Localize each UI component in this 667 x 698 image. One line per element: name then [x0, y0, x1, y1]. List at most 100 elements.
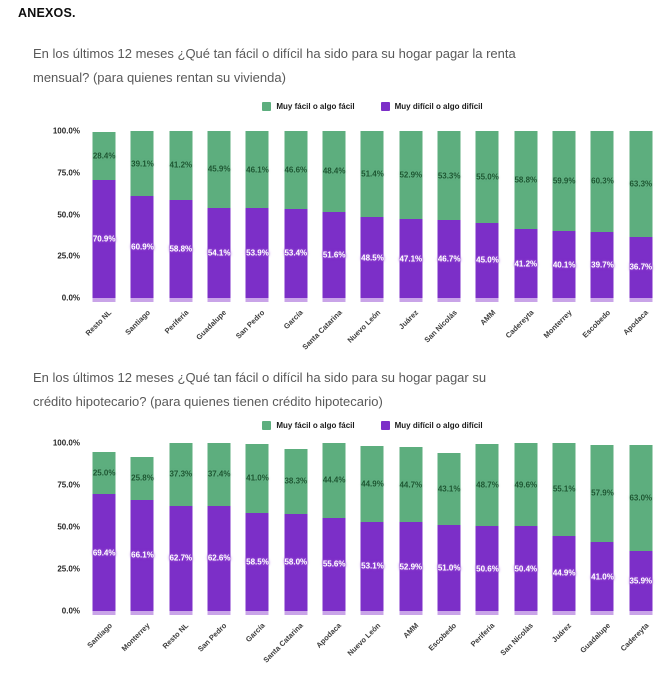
stacked-bar: 41.0% 58.5% — [245, 443, 269, 615]
bar-segment-facil — [629, 131, 653, 237]
chart-title-renta-line2: mensual? (para quienes rentan su viviend… — [33, 70, 286, 85]
stacked-bar: 38.3% 58.0% — [284, 443, 308, 615]
stacked-bar: 41.2% 58.8% — [169, 131, 193, 302]
bar-segment-facil — [437, 131, 461, 221]
bar-baseline-cap — [322, 611, 346, 615]
bar-segment-facil — [245, 443, 269, 513]
chart-title-hipoteca-line1: En los últimos 12 meses ¿Qué tan fácil o… — [33, 370, 487, 385]
bar-group: 44.9% 53.1% Nuevo León — [345, 443, 391, 658]
chart-title-renta: En los últimos 12 meses ¿Qué tan fácil o… — [33, 42, 653, 90]
bar-segment-facil — [169, 131, 193, 200]
value-label-dificil: 35.9% — [629, 576, 653, 586]
bar-group: 38.3% 58.0% Santa Catarina — [262, 443, 315, 665]
bar-baseline-cap — [284, 298, 308, 302]
page-title: ANEXOS. — [18, 6, 76, 20]
value-label-dificil: 53.9% — [246, 248, 269, 258]
x-axis-label: Santa Catarina — [261, 621, 306, 665]
x-axis-label: Guadalupe — [194, 308, 229, 342]
bar-baseline-cap — [360, 298, 384, 302]
value-label-facil: 45.9% — [207, 164, 231, 174]
x-axis-label: Nuevo León — [345, 621, 382, 658]
x-axis-label: Guadalupe — [578, 621, 612, 655]
value-label-dificil: 69.4% — [92, 548, 116, 558]
x-axis-label: Juárez — [397, 308, 421, 332]
x-axis-label: San Nicolás — [422, 308, 459, 345]
value-label-facil: 60.3% — [591, 176, 614, 186]
bar-segment-facil — [629, 444, 653, 551]
bar-segment-facil — [207, 443, 231, 506]
x-axis-label: Escobedo — [580, 308, 612, 340]
x-axis-label: Santiago — [84, 621, 114, 650]
y-axis-tick: 0.0% — [61, 293, 80, 303]
value-label-dificil: 53.1% — [361, 561, 384, 571]
bar-group: 63.0% 35.9% Cadereyta — [618, 443, 660, 653]
bar-group: 39.1% 60.9% Santiago — [123, 131, 161, 337]
y-axis-tick: 25.0% — [57, 251, 80, 261]
chart-title-hipoteca-line2: crédito hipotecario? (para quienes tiene… — [33, 394, 383, 409]
x-axis-label: AMM — [477, 308, 497, 328]
bar-segment-dificil — [552, 535, 576, 611]
value-label-facil: 52.9% — [399, 170, 423, 180]
bar-group: 41.0% 58.5% García — [238, 443, 276, 644]
bar-group: 25.8% 66.1% Monterrey — [120, 443, 161, 653]
bar-segment-dificil — [284, 208, 308, 298]
bar-segment-dificil — [629, 236, 653, 298]
x-axis-label: Resto NL — [160, 621, 191, 651]
stacked-bar: 52.9% 47.1% — [399, 131, 423, 302]
value-label-dificil: 51.0% — [437, 563, 461, 573]
bar-segment-dificil — [245, 512, 269, 611]
bar-baseline-cap — [475, 298, 499, 302]
bar-baseline-cap — [552, 298, 576, 302]
value-label-dificil: 70.9% — [92, 234, 116, 244]
value-label-dificil: 50.4% — [514, 564, 538, 574]
bar-group: 63.3% 36.7% Apodaca — [621, 131, 660, 337]
y-axis-tick: 100.0% — [52, 438, 80, 448]
bar-segment-dificil — [169, 199, 193, 298]
stacked-bar: 58.8% 41.2% — [514, 131, 538, 302]
chart-title-renta-line1: En los últimos 12 meses ¿Qué tan fácil o… — [33, 46, 516, 61]
stacked-bar: 45.9% 54.1% — [207, 131, 231, 302]
value-label-dificil: 51.6% — [322, 250, 346, 260]
bar-group: 55.1% 44.9% Juárez — [545, 443, 583, 644]
bar-segment-dificil — [590, 231, 614, 298]
stacked-bar: 59.9% 40.1% — [552, 131, 576, 302]
value-label-dificil: 41.2% — [514, 259, 538, 269]
value-label-dificil: 52.9% — [399, 562, 423, 572]
legend-item: Muy fácil o algo fácil — [262, 101, 355, 111]
bar-segment-dificil — [284, 513, 308, 611]
value-label-facil: 37.4% — [207, 469, 231, 479]
value-label-dificil: 41.0% — [591, 572, 614, 582]
bar-group: 46.6% 53.4% García — [277, 131, 315, 331]
bar-segment-facil — [437, 452, 461, 526]
bar-group: 25.0% 69.4% Santiago — [85, 443, 123, 650]
x-axis-label: Juárez — [550, 621, 574, 645]
chart-title-hipoteca: En los últimos 12 meses ¿Qué tan fácil o… — [33, 366, 653, 414]
bar-baseline-cap — [284, 611, 308, 615]
stacked-bar: 55.1% 44.9% — [552, 443, 576, 615]
bar-baseline-cap — [437, 298, 461, 302]
bar-segment-dificil — [245, 208, 269, 298]
stacked-bar: 39.1% 60.9% — [130, 131, 154, 302]
x-axis-label: Resto NL — [83, 308, 114, 338]
y-axis-tick: 75.0% — [57, 168, 80, 178]
x-axis-label: Santiago — [123, 308, 152, 337]
bar-group: 44.7% 52.9% AMM — [392, 443, 430, 640]
value-label-facil: 63.3% — [629, 179, 653, 189]
bar-segment-facil — [360, 131, 384, 218]
bar-segment-dificil — [514, 229, 538, 298]
x-axis-label: San Pedro — [195, 621, 229, 654]
bar-segment-dificil — [130, 196, 154, 298]
legend-renta: Muy fácil o algo fácil Muy difícil o algo… — [85, 100, 660, 112]
value-label-facil: 53.3% — [437, 171, 461, 181]
bar-group: 57.9% 41.0% Guadalupe — [578, 443, 621, 655]
bar-group: 55.0% 45.0% AMM — [468, 131, 506, 327]
bar-segment-facil — [552, 131, 576, 232]
value-label-dificil: 55.6% — [322, 559, 346, 569]
bar-segment-dificil — [169, 505, 193, 611]
x-axis-label: García — [282, 308, 306, 331]
legend-swatch-facil — [262, 420, 272, 430]
bar-segment-facil — [92, 452, 116, 495]
bar-segment-facil — [360, 446, 384, 522]
value-label-facil: 51.4% — [361, 169, 384, 179]
bar-group: 60.3% 39.7% Escobedo — [580, 131, 621, 340]
